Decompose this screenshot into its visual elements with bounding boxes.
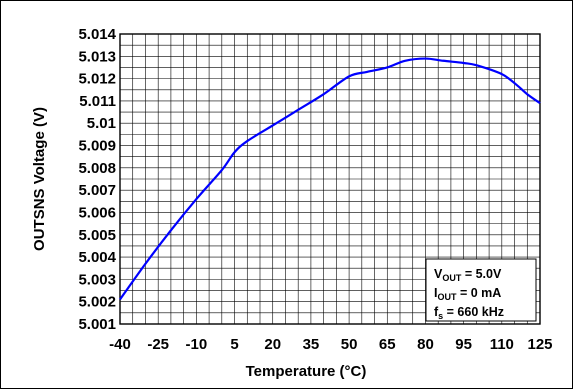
series-lines (119, 57, 541, 301)
y-tick-label: 5.01 (87, 115, 116, 132)
x-tick-label: 95 (455, 336, 472, 353)
x-tick-label: -40 (109, 336, 131, 353)
y-tick-label: 5.014 (78, 26, 116, 43)
y-tick-label: 5.012 (78, 71, 116, 88)
x-tick-label: 35 (303, 336, 320, 353)
x-tick-label: -25 (147, 336, 169, 353)
y-tick-label: 5.005 (78, 227, 116, 244)
y-tick-label: 5.003 (78, 271, 116, 288)
y-tick-label: 5.009 (78, 138, 116, 155)
x-tick-label: 20 (264, 336, 281, 353)
conditions-box: VOUT = 5.0V IOUT = 0 mA fs = 660 kHz (425, 258, 537, 322)
x-tick-label: 50 (341, 336, 358, 353)
x-tick-label: 5 (230, 336, 238, 353)
series-line (119, 57, 541, 301)
x-tick-label: 80 (417, 336, 434, 353)
y-tick-label: 5.006 (78, 204, 116, 221)
plot-border (119, 33, 541, 325)
y-tick-label: 5.001 (78, 316, 116, 333)
y-axis-label: OUTSNS Voltage (V) (31, 107, 48, 251)
y-tick-label: 5.011 (79, 93, 116, 110)
y-tick-label: 5.008 (78, 160, 116, 177)
x-tick-label: 125 (527, 336, 552, 353)
y-tick-label: 5.013 (78, 48, 116, 65)
x-tick-label: 110 (490, 336, 514, 353)
x-axis-ticks: -40 -25 -10 5 20 35 50 65 80 95 110 125 (109, 336, 552, 353)
y-tick-label: 5.002 (78, 294, 116, 311)
x-tick-label: 65 (379, 336, 396, 353)
condition-fs: fs = 660 kHz (434, 305, 504, 321)
condition-vout: VOUT = 5.0V (434, 267, 502, 283)
conditions-box-bg (425, 258, 537, 322)
y-tick-label: 5.007 (78, 182, 116, 199)
y-tick-label: 5.004 (78, 249, 116, 266)
x-tick-label: -10 (186, 336, 208, 353)
condition-iout: IOUT = 0 mA (434, 286, 501, 302)
plot-area-border (119, 33, 541, 325)
y-axis-ticks: 5.014 5.013 5.012 5.011 5.01 5.009 5.008 5.007 5… (78, 26, 116, 333)
x-axis-label: Temperature (°C) (246, 363, 367, 380)
